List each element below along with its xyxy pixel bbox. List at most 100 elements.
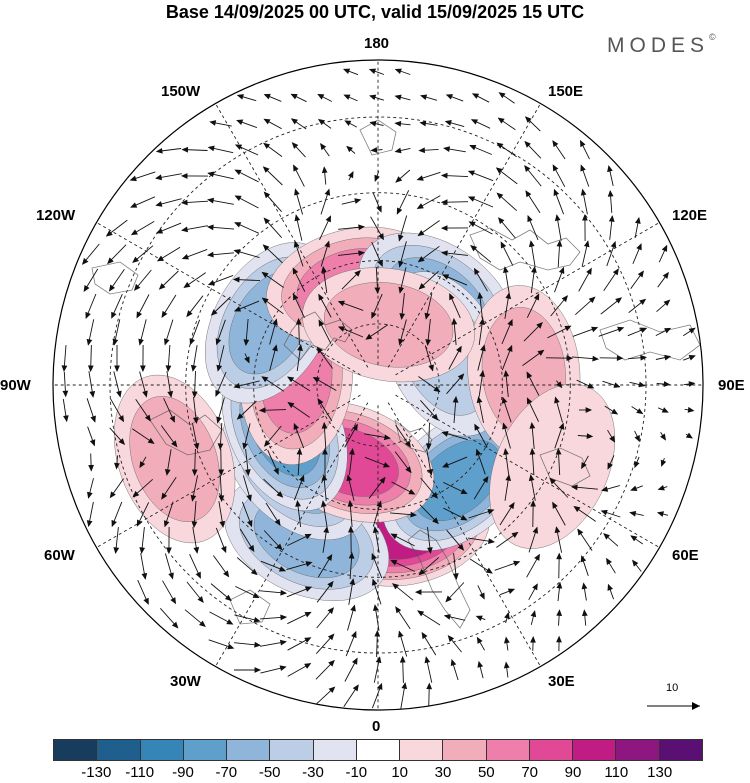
wind-vector-head [130,229,138,236]
wind-vector-head [158,283,166,290]
wind-vector-head [209,120,217,126]
wind-vector-head [234,169,242,176]
wind-vector-head [317,398,324,406]
wind-vector-head [87,365,94,373]
wind-vector-head [657,485,665,491]
wind-vector-head [155,174,163,181]
wind-vector-head [207,251,214,258]
wind-vector-head [293,240,300,248]
wind-vector-head [473,267,480,275]
wind-vector-head [440,199,448,206]
colorbar [53,739,703,761]
wind-vector-head [638,381,646,388]
wind-vector-head [424,656,431,664]
wind-vector-head [440,172,448,179]
wind-vector-head [553,188,560,196]
wind-vector-head [504,611,510,620]
wind-vector-head [475,615,483,622]
wind-vector-head [555,381,563,389]
wind-vector-head [634,460,640,469]
wind-vector-head [234,195,242,202]
lon-label-30w: 30W [170,673,201,690]
wind-vector-head [250,568,258,576]
lon-label-120w: 120W [36,207,76,224]
wind-vector-head [155,201,163,207]
wind-vector-head [322,447,328,455]
wind-vector-head [425,443,432,451]
wind-vector-head [290,118,298,125]
wind-vector-head [263,440,271,447]
wind-vector-head [601,486,609,492]
wind-vector-head [580,188,587,196]
wind-vector-head [321,166,328,174]
wind-vector-head [371,552,377,561]
wind-vector-head [295,317,302,325]
wind-vector-head [89,390,96,398]
wind-vector-head [664,327,672,334]
wind-vector-head [262,244,270,252]
wind-vector-head [440,225,448,231]
wind-vector-head [390,533,398,540]
wind-vector-head [607,583,614,591]
wind-vector-head [571,484,578,491]
wind-vector-head [636,408,644,415]
wind-vector-head [398,286,405,294]
wind-vector-head [661,244,668,252]
meridian-line [395,394,660,548]
wind-vector-head [262,166,270,173]
wind-vector-head [318,319,325,327]
wind-vector-head [191,521,198,529]
wind-vector-head [417,610,425,617]
colorbar-tick-label: 130 [647,764,673,781]
wind-vector-head [433,385,441,393]
wind-vector-head [292,267,299,275]
colorbar-segment [183,740,228,760]
wind-vector-head [503,636,510,644]
wind-vector-head [108,284,116,292]
wind-vector-head [587,382,595,389]
wind-vector-head [236,94,244,100]
wind-vector-head [132,256,139,264]
wind-vector-head [556,635,562,643]
wind-vector-head [372,604,379,611]
wind-vector-head [299,474,305,482]
colorbar-segment [486,740,530,760]
wind-vector-head [501,396,508,404]
wind-vector-head [558,266,565,274]
wind-vectors [61,68,696,709]
colorbar-segment [54,740,98,760]
wind-vector-head [617,326,625,333]
wind-vector-head [161,310,168,318]
wind-vector-head [343,94,351,100]
wind-vector-head [263,142,271,149]
wind-vector-head [488,538,496,545]
wind-vector-head [688,381,696,387]
wind-vector-head [272,344,278,352]
wind-vector-head [426,682,433,690]
anomaly-contour [323,282,454,368]
wind-vector-head [296,447,303,455]
wind-vector-head [295,499,301,507]
wind-vector-head [392,583,399,590]
wind-vector-head [132,490,140,498]
wind-vector-head [346,145,353,153]
wind-vector-head [524,165,531,172]
wind-vector-head [337,326,346,332]
wind-vector-head [171,621,179,629]
wind-vector-head [190,364,197,372]
wind-vector-head [561,295,569,303]
wind-vector-head [383,434,391,441]
wind-vector-head [640,327,648,334]
lon-label-30e: 30E [548,673,575,690]
wind-vector-head [608,215,615,222]
wind-vector-head [328,686,336,694]
wind-vector-head [280,589,287,596]
wind-vector-head [233,306,242,312]
wind-vector-head [374,629,381,637]
wind-vector-head [324,188,331,196]
colorbar-tick-label: 50 [477,764,495,781]
wind-vector-head [368,68,377,75]
wind-vector-head [592,355,600,362]
wind-vector-head [210,309,218,316]
wind-vector-head [607,189,614,197]
